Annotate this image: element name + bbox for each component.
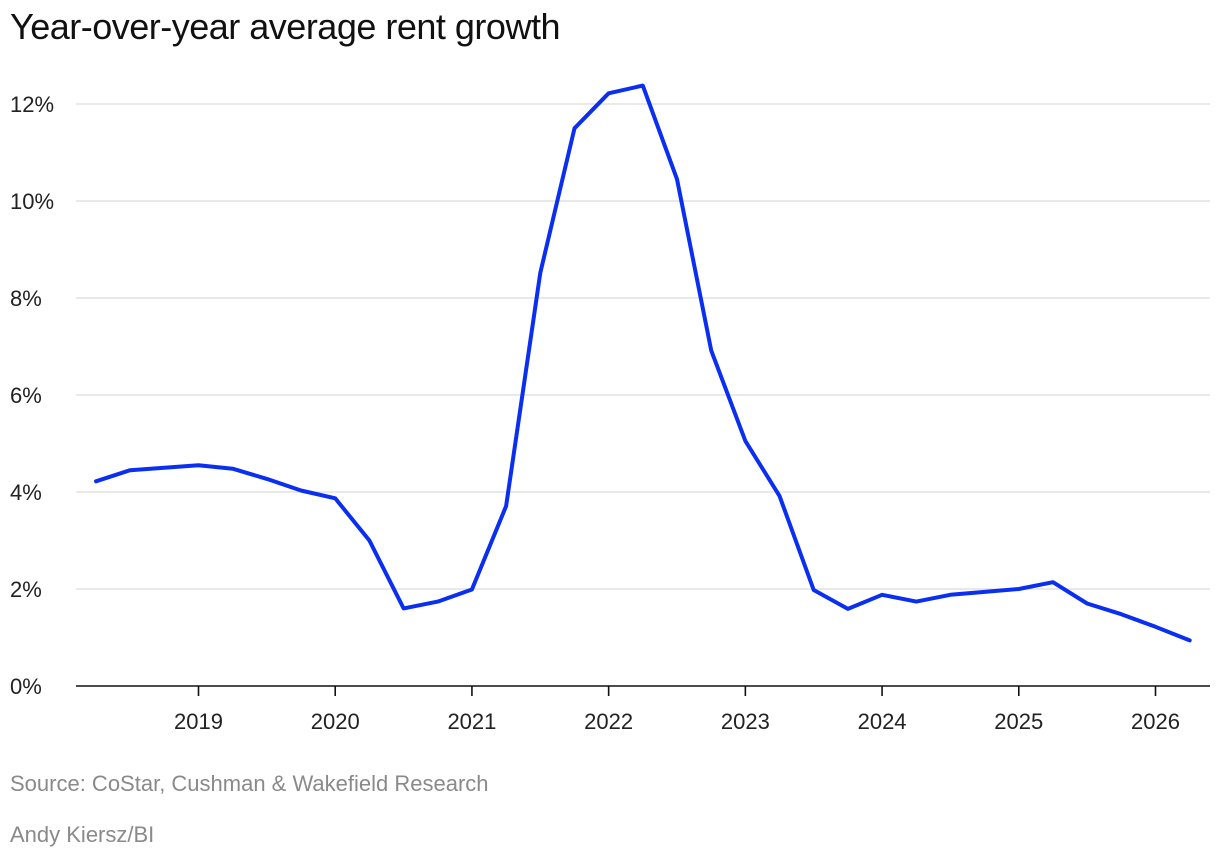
data-point xyxy=(367,539,371,543)
data-point xyxy=(265,477,269,481)
data-point xyxy=(402,606,406,610)
data-point xyxy=(333,496,337,500)
data-point xyxy=(709,348,713,352)
data-point xyxy=(641,84,645,88)
x-tick-label: 2020 xyxy=(311,709,360,734)
data-point xyxy=(1085,602,1089,606)
y-tick-label: 8% xyxy=(10,286,42,311)
data-point xyxy=(1051,580,1055,584)
x-tick-label: 2021 xyxy=(447,709,496,734)
data-point xyxy=(94,479,98,483)
y-tick-label: 4% xyxy=(10,480,42,505)
data-point xyxy=(1188,638,1192,642)
data-point xyxy=(436,600,440,604)
series-layer xyxy=(94,83,1192,643)
grid-layer xyxy=(76,103,1210,687)
y-tick-label: 10% xyxy=(10,189,54,214)
x-tick-label: 2026 xyxy=(1131,709,1180,734)
chart-title: Year-over-year average rent growth xyxy=(10,6,560,47)
data-point xyxy=(128,468,132,472)
source-note: Source: CoStar, Cushman & Wakefield Rese… xyxy=(10,771,489,796)
data-point xyxy=(880,593,884,597)
data-point xyxy=(504,504,508,508)
data-point xyxy=(1119,612,1123,616)
x-axis: 2019 2020 2021 2022 2023 2024 2025 2026 xyxy=(174,686,1180,734)
series-line xyxy=(94,83,1192,643)
data-point xyxy=(675,177,679,181)
data-point xyxy=(983,590,987,594)
data-point xyxy=(1154,625,1158,629)
data-point xyxy=(470,588,474,592)
x-tick-label: 2024 xyxy=(858,709,907,734)
data-point xyxy=(607,91,611,95)
x-tick-label: 2019 xyxy=(174,709,223,734)
y-tick-label: 0% xyxy=(10,674,42,699)
data-point xyxy=(299,489,303,493)
data-point xyxy=(538,271,542,275)
y-tick-label: 2% xyxy=(10,577,42,602)
data-point xyxy=(914,600,918,604)
data-point xyxy=(231,467,235,471)
x-tick-label: 2022 xyxy=(584,709,633,734)
data-point xyxy=(846,607,850,611)
data-point xyxy=(948,593,952,597)
data-point xyxy=(1017,587,1021,591)
data-point xyxy=(812,588,816,592)
data-point xyxy=(197,463,201,467)
data-point xyxy=(778,494,782,498)
data-point xyxy=(743,439,747,443)
x-tick-label: 2023 xyxy=(721,709,770,734)
x-tick-label: 2025 xyxy=(994,709,1043,734)
data-point xyxy=(573,126,577,130)
credit-note: Andy Kiersz/BI xyxy=(10,822,155,847)
y-tick-label: 12% xyxy=(10,92,54,117)
data-point xyxy=(162,466,166,470)
y-axis: 0% 2% 4% 6% 8% 10% 12% xyxy=(10,92,54,699)
y-tick-label: 6% xyxy=(10,383,42,408)
